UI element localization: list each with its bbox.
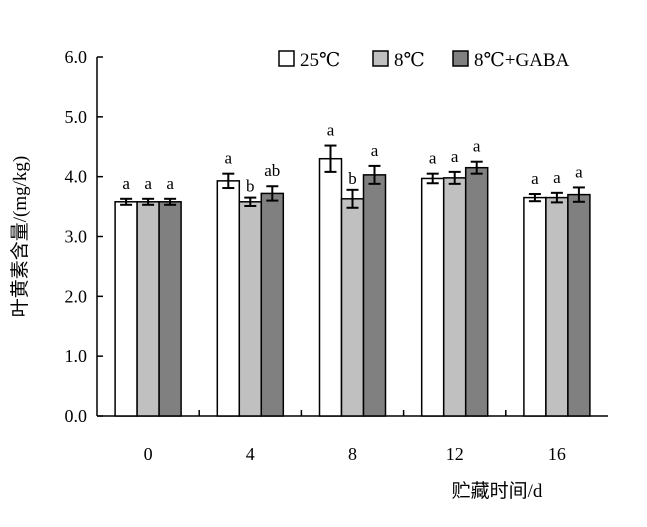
bar bbox=[114, 201, 138, 417]
bar bbox=[523, 196, 547, 417]
bar bbox=[216, 180, 241, 417]
significance-label: a bbox=[553, 168, 561, 187]
significance-label: a bbox=[451, 147, 459, 166]
x-tick-label: 16 bbox=[548, 444, 566, 464]
bar bbox=[260, 192, 285, 417]
legend-label: 8℃+GABA bbox=[474, 50, 570, 71]
significance-label: a bbox=[575, 162, 583, 181]
x-axis-title: 贮藏时间/d bbox=[452, 480, 543, 502]
bar bbox=[545, 196, 569, 417]
legend-swatch bbox=[372, 50, 389, 67]
y-tick-label: 3.0 bbox=[65, 227, 88, 247]
significance-label: ab bbox=[264, 161, 280, 180]
y-tick-label: 0.0 bbox=[65, 406, 88, 426]
bar bbox=[362, 174, 387, 417]
x-tick-label: 4 bbox=[246, 444, 255, 464]
legend-label: 8℃ bbox=[394, 50, 425, 71]
significance-label: a bbox=[429, 149, 437, 168]
y-tick-label: 1.0 bbox=[65, 346, 88, 366]
significance-label: a bbox=[327, 121, 335, 140]
bar bbox=[442, 177, 467, 417]
y-tick-label: 5.0 bbox=[65, 107, 88, 127]
bar bbox=[158, 201, 182, 417]
significance-label: b bbox=[246, 177, 255, 196]
bar bbox=[340, 198, 365, 417]
y-tick-label: 2.0 bbox=[65, 286, 88, 306]
legend-label: 25℃ bbox=[300, 50, 340, 71]
significance-label: a bbox=[225, 149, 233, 168]
y-axis-title: 叶黄素含量/(mg/kg) bbox=[9, 156, 31, 318]
x-tick-label: 0 bbox=[144, 444, 153, 464]
legend-swatch bbox=[278, 50, 295, 67]
significance-label: b bbox=[348, 169, 357, 188]
significance-label: a bbox=[531, 169, 539, 188]
significance-label: a bbox=[473, 137, 481, 156]
legend-swatch bbox=[452, 50, 469, 67]
bar bbox=[567, 193, 591, 417]
y-tick-label: 4.0 bbox=[65, 167, 88, 187]
bar bbox=[318, 157, 343, 417]
x-tick-label: 12 bbox=[446, 444, 464, 464]
x-tick-label: 8 bbox=[348, 444, 357, 464]
bar bbox=[420, 177, 445, 417]
bar bbox=[464, 166, 489, 417]
significance-label: a bbox=[122, 174, 130, 193]
significance-label: a bbox=[166, 174, 174, 193]
y-tick-label: 6.0 bbox=[65, 47, 88, 67]
bar bbox=[238, 201, 263, 417]
bar bbox=[136, 201, 160, 417]
significance-label: a bbox=[144, 174, 152, 193]
significance-label: a bbox=[371, 141, 379, 160]
